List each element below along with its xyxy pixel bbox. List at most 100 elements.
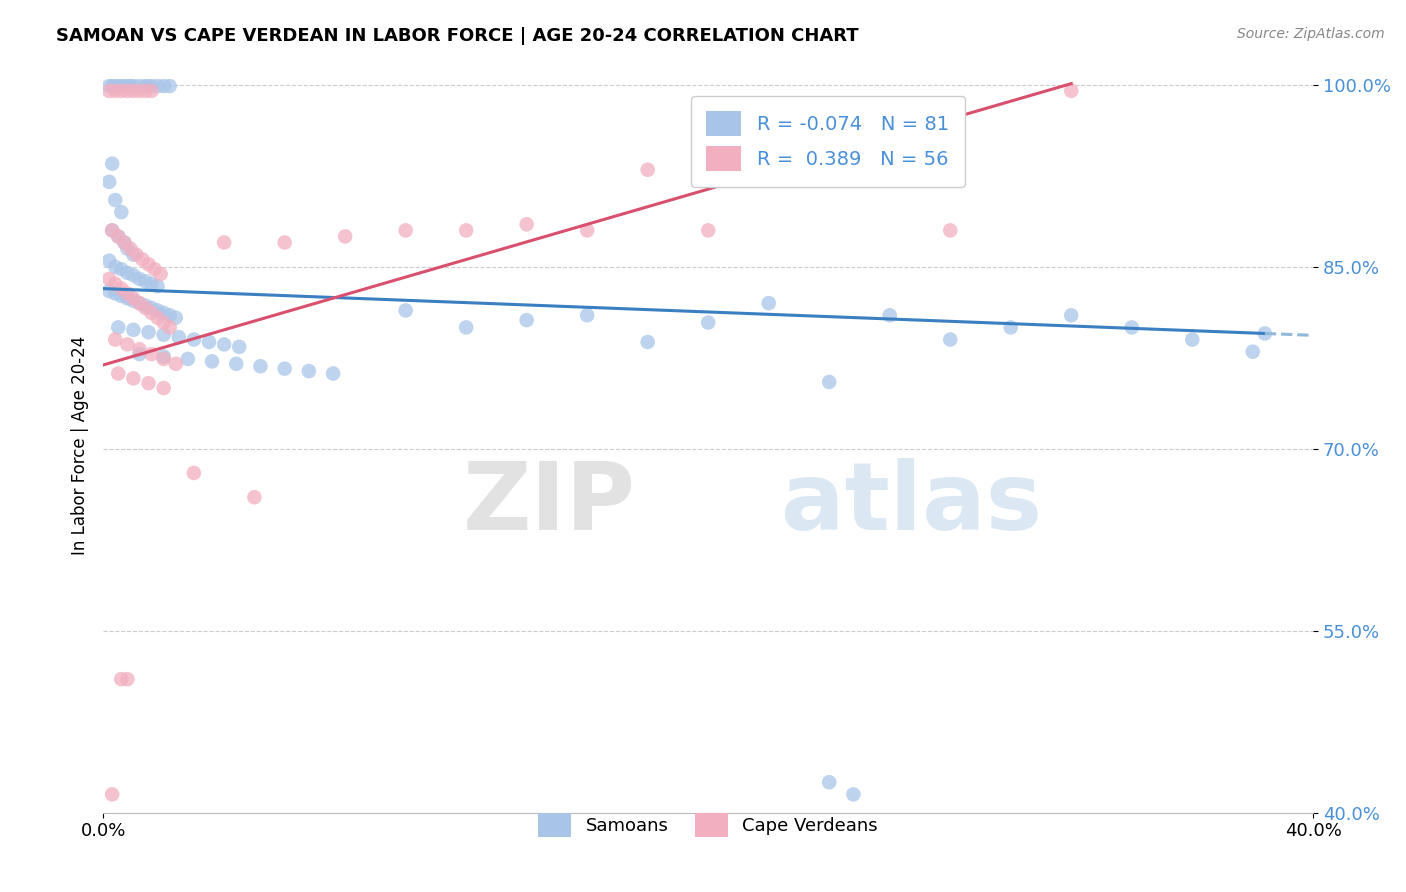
Point — [198, 334, 221, 349]
Point — [165, 357, 187, 371]
Point — [152, 327, 174, 342]
Point — [104, 260, 127, 274]
Point — [456, 223, 478, 237]
Point — [146, 310, 169, 325]
Point — [98, 253, 121, 268]
Point — [138, 376, 160, 391]
Point — [128, 347, 150, 361]
Point — [141, 306, 163, 320]
Point — [818, 375, 841, 389]
Point — [112, 78, 135, 93]
Point — [122, 268, 145, 283]
Point — [104, 286, 127, 301]
Point — [143, 262, 166, 277]
Point — [101, 788, 124, 802]
Point — [98, 284, 121, 298]
Point — [98, 84, 121, 98]
Point — [298, 364, 321, 378]
Point — [212, 235, 235, 250]
Point — [117, 266, 139, 280]
Point — [107, 320, 129, 334]
Text: SAMOAN VS CAPE VERDEAN IN LABOR FORCE | AGE 20-24 CORRELATION CHART: SAMOAN VS CAPE VERDEAN IN LABOR FORCE | … — [56, 27, 859, 45]
Point — [141, 78, 163, 93]
Point — [1241, 344, 1264, 359]
Point — [818, 775, 841, 789]
Point — [122, 78, 145, 93]
Point — [117, 242, 139, 256]
Point — [101, 223, 124, 237]
Point — [1254, 326, 1277, 341]
Point — [138, 257, 160, 271]
Point — [637, 162, 659, 177]
Point — [141, 347, 163, 361]
Point — [122, 247, 145, 261]
Point — [758, 296, 780, 310]
Point — [322, 367, 344, 381]
Point — [101, 156, 124, 170]
Point — [110, 672, 132, 686]
Point — [333, 229, 356, 244]
Point — [125, 247, 148, 261]
Point — [98, 175, 121, 189]
Point — [134, 78, 156, 93]
Point — [395, 303, 418, 318]
Point — [107, 229, 129, 244]
Point — [107, 367, 129, 381]
Point — [228, 340, 250, 354]
Point — [395, 223, 418, 237]
Point — [128, 272, 150, 286]
Point — [165, 310, 187, 325]
Point — [141, 277, 163, 291]
Point — [1060, 84, 1083, 98]
Point — [104, 193, 127, 207]
Point — [1181, 333, 1204, 347]
Point — [939, 333, 962, 347]
Point — [128, 343, 150, 357]
Point — [177, 351, 200, 366]
Point — [134, 274, 156, 288]
Point — [122, 291, 145, 305]
Point — [243, 490, 266, 504]
Point — [273, 235, 295, 250]
Point — [98, 78, 121, 93]
Point — [110, 84, 132, 98]
Point — [183, 466, 205, 480]
Point — [112, 235, 135, 250]
Point — [107, 78, 129, 93]
Point — [149, 267, 172, 281]
Point — [225, 357, 247, 371]
Point — [122, 371, 145, 385]
Point — [152, 78, 174, 93]
Point — [576, 308, 599, 322]
Point — [201, 354, 224, 368]
Point — [98, 272, 121, 286]
Point — [122, 84, 145, 98]
Point — [152, 351, 174, 366]
Point — [101, 223, 124, 237]
Point — [273, 361, 295, 376]
Point — [152, 306, 174, 320]
Point — [152, 316, 174, 330]
Point — [141, 84, 163, 98]
Point — [138, 325, 160, 339]
Point — [104, 84, 127, 98]
Text: atlas: atlas — [780, 458, 1042, 550]
Point — [159, 78, 181, 93]
Point — [456, 320, 478, 334]
Point — [117, 286, 139, 301]
Point — [939, 223, 962, 237]
Point — [117, 672, 139, 686]
Point — [128, 296, 150, 310]
Point — [110, 262, 132, 277]
Point — [141, 301, 163, 315]
Point — [146, 303, 169, 318]
Point — [110, 282, 132, 296]
Point — [249, 359, 271, 374]
Point — [128, 78, 150, 93]
Point — [146, 78, 169, 93]
Point — [122, 293, 145, 308]
Point — [107, 229, 129, 244]
Point — [697, 223, 720, 237]
Point — [104, 78, 127, 93]
Point — [120, 242, 142, 256]
